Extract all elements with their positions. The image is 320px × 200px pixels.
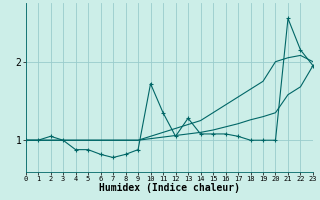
X-axis label: Humidex (Indice chaleur): Humidex (Indice chaleur) — [99, 183, 240, 193]
